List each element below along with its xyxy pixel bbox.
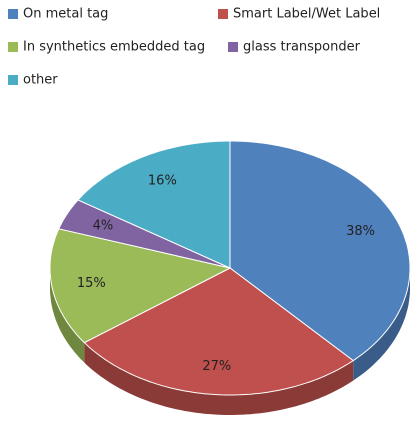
legend-swatch xyxy=(8,75,18,85)
legend-label: other xyxy=(23,73,58,88)
slice-side xyxy=(50,268,85,363)
legend-label: glass transponder xyxy=(243,40,361,55)
slice xyxy=(58,199,231,269)
slice xyxy=(83,267,355,396)
slice xyxy=(49,228,232,344)
data-label: 15% xyxy=(77,276,106,291)
legend-swatch xyxy=(218,9,228,19)
legend-label: On metal tag xyxy=(23,7,108,22)
data-label: 27% xyxy=(202,359,231,374)
slice-side xyxy=(84,342,354,415)
data-label: 4% xyxy=(93,218,114,233)
data-label: 16% xyxy=(148,174,177,189)
legend-swatch xyxy=(8,9,18,19)
legend-label: In synthetics embedded tag xyxy=(23,40,205,55)
slice-side xyxy=(353,268,410,381)
legend-label: Smart Label/Wet Label xyxy=(233,7,380,22)
legend-swatch xyxy=(228,42,238,52)
slice xyxy=(77,140,231,269)
data-label: 38% xyxy=(346,224,375,239)
legend-swatch xyxy=(8,42,18,52)
slice xyxy=(229,140,411,362)
